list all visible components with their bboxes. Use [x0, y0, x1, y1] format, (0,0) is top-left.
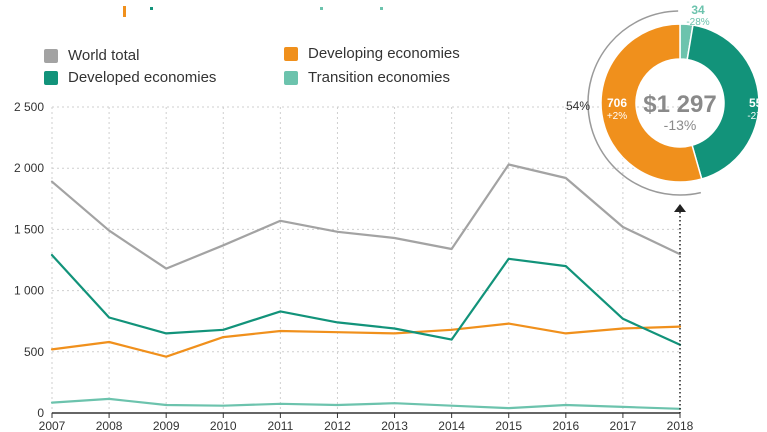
axes: 0 500 1 000 1 500 2 000 2 500 2007 2008 2009 2010…: [14, 100, 694, 432]
share-arc: [587, 10, 702, 196]
top-mark-orange: [123, 6, 126, 17]
share-label: 54%: [566, 99, 590, 113]
series-line-developed: [50, 254, 682, 346]
x-tick-label: 2008: [96, 419, 123, 432]
top-mark-teal-3: [380, 7, 383, 10]
x-tick-label: 2011: [267, 419, 293, 432]
donut-chart: 54% $1 297-13% 706+2% 557-27% 34-28%: [566, 3, 767, 196]
series-line-developing: [50, 322, 682, 358]
x-tick-label: 2015: [495, 419, 522, 432]
x-tick-label: 2009: [153, 419, 180, 432]
x-tick-label: 2010: [210, 419, 237, 432]
x-tick-label: 2012: [324, 419, 351, 432]
legend-swatch-developed: [44, 70, 58, 85]
y-tick-label: 1 000: [14, 284, 44, 298]
x-tick-label: 2007: [39, 419, 66, 432]
x-tick-label: 2013: [381, 419, 408, 432]
donut-change-transition: -28%: [686, 17, 709, 28]
series-lines: [50, 163, 682, 410]
legend-swatch-developing: [284, 46, 298, 61]
legend-label-developed: Developed economies: [68, 69, 217, 86]
marker-arrow: [674, 204, 686, 212]
y-tick-label: 2 500: [14, 100, 44, 114]
y-tick-label: 1 500: [14, 222, 44, 236]
donut-label-developed: 557: [749, 96, 767, 110]
x-tick-label: 2014: [438, 419, 465, 432]
donut-center-change: -13%: [664, 117, 697, 133]
top-mark-teal-1: [150, 7, 153, 10]
latest-year-marker: [674, 204, 686, 413]
donut-label-developing: 706: [607, 96, 627, 110]
x-tick-label: 2016: [552, 419, 579, 432]
donut-center-value: $1 297: [643, 91, 716, 118]
legend-label-developing: Developing economies: [308, 45, 460, 62]
grid: [51, 106, 680, 413]
y-tick-label: 500: [24, 345, 44, 359]
series-line-transition: [50, 397, 682, 410]
donut-change-developed: -27%: [747, 111, 767, 122]
legend-item-developed: Developed economies: [44, 69, 216, 86]
legend-item-world: World total: [44, 47, 139, 64]
donut-slice-developed: [686, 24, 760, 180]
legend-swatch-transition: [284, 70, 298, 85]
legend-swatch-world: [44, 48, 58, 63]
legend-label-transition: Transition economies: [308, 69, 451, 86]
legend-item-developing: Developing economies: [284, 45, 460, 62]
series-line-world: [50, 163, 682, 270]
y-tick-label: 0: [37, 406, 44, 420]
top-mark-teal-2: [320, 7, 323, 10]
legend-item-transition: Transition economies: [284, 69, 450, 86]
x-tick-label: 2017: [610, 419, 637, 432]
donut-change-developing: +2%: [607, 111, 627, 122]
donut-slice-developing: [600, 23, 703, 183]
donut-label-transition: 34: [691, 3, 705, 17]
y-tick-label: 2 000: [14, 161, 44, 175]
legend-label-world: World total: [68, 47, 140, 64]
x-tick-label: 2018: [667, 419, 694, 432]
